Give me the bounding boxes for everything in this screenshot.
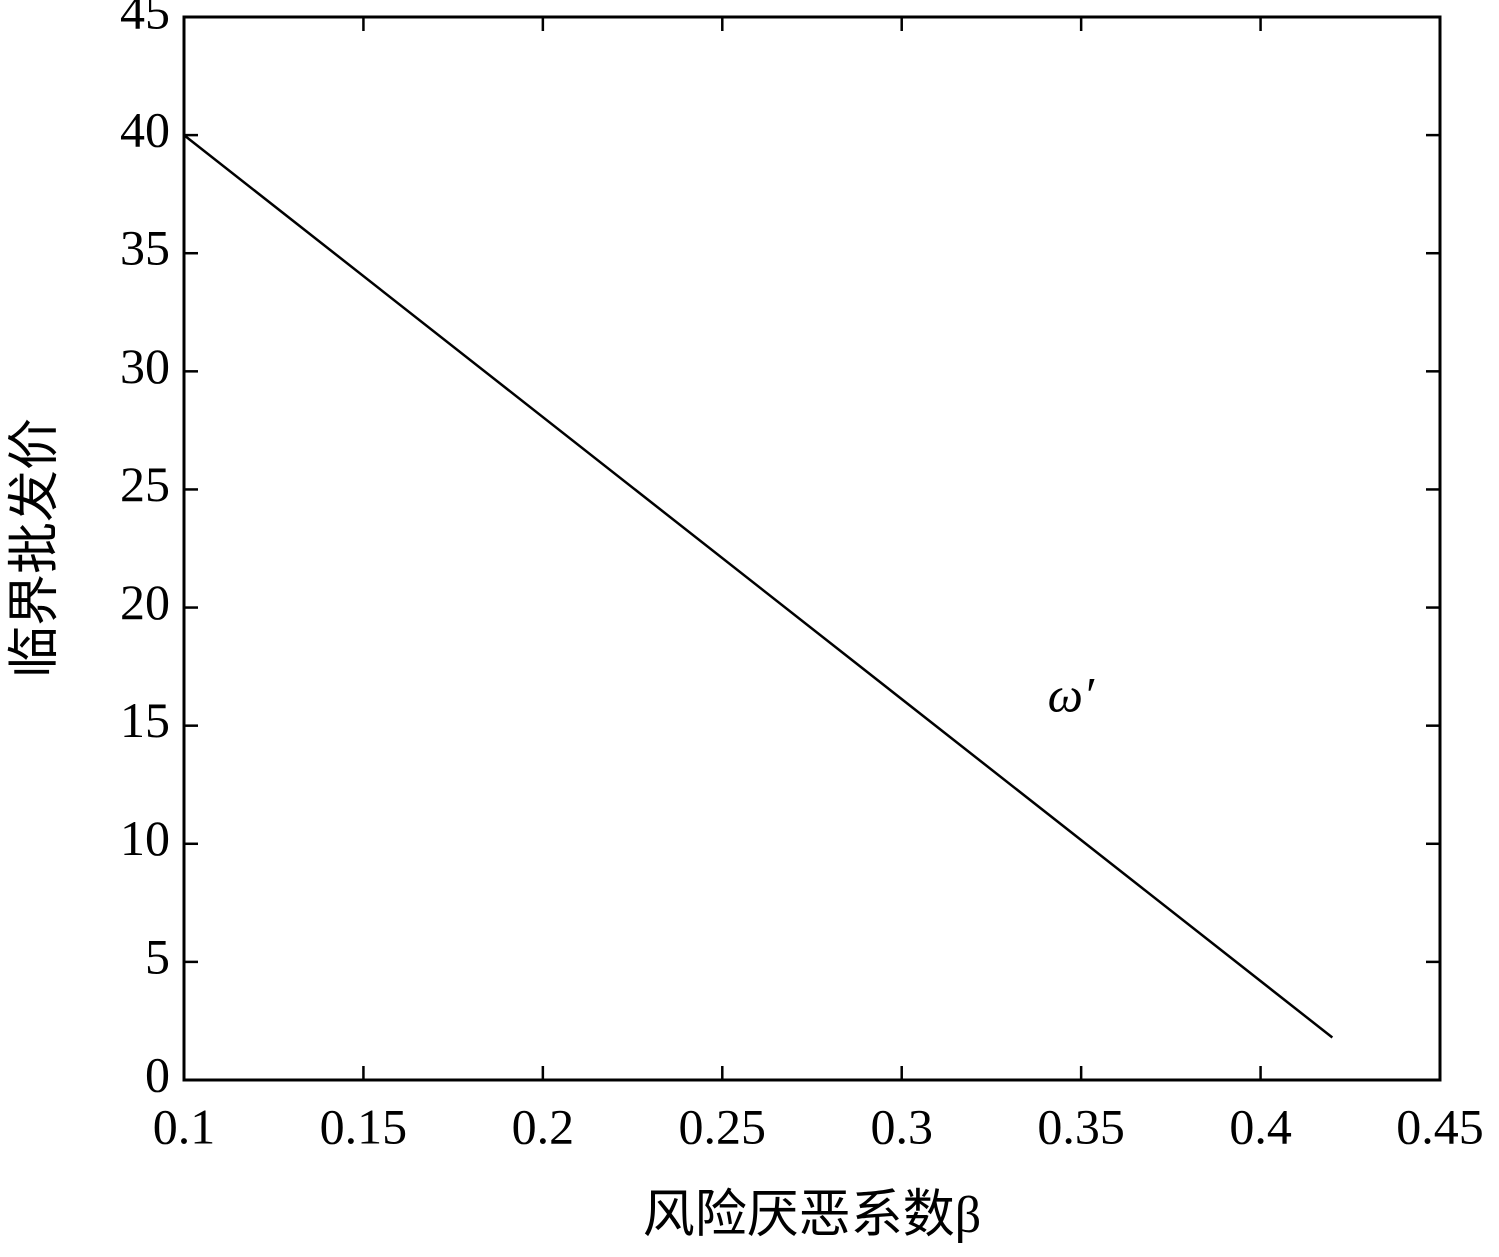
- x-tick-label: 0.25: [679, 1098, 767, 1154]
- x-tick-label: 0.45: [1396, 1098, 1484, 1154]
- y-tick-label: 30: [120, 338, 170, 394]
- y-axis-title: 临界批发价: [7, 418, 64, 678]
- x-tick-label: 0.2: [512, 1098, 575, 1154]
- x-tick-label: 0.1: [153, 1098, 216, 1154]
- y-tick-label: 40: [120, 102, 170, 158]
- x-tick-label: 0.3: [870, 1098, 933, 1154]
- plot-frame: [182, 15, 1442, 1082]
- y-tick-label: 5: [145, 928, 170, 984]
- y-tick-label: 20: [120, 574, 170, 630]
- y-tick-label: 0: [145, 1046, 170, 1102]
- y-tick-label: 15: [120, 692, 170, 748]
- x-axis-title: 风险厌恶系数β: [643, 1187, 981, 1244]
- x-tick-label: 0.35: [1037, 1098, 1125, 1154]
- x-tick-label: 0.4: [1229, 1098, 1292, 1154]
- y-tick-label: 10: [120, 810, 170, 866]
- y-tick-label: 25: [120, 456, 170, 512]
- data-line: [183, 134, 1334, 1039]
- series-label: ω′: [1048, 666, 1095, 722]
- x-tick-label: 0.15: [320, 1098, 408, 1154]
- y-tick-label: 45: [120, 0, 170, 39]
- y-tick-label: 35: [120, 220, 170, 276]
